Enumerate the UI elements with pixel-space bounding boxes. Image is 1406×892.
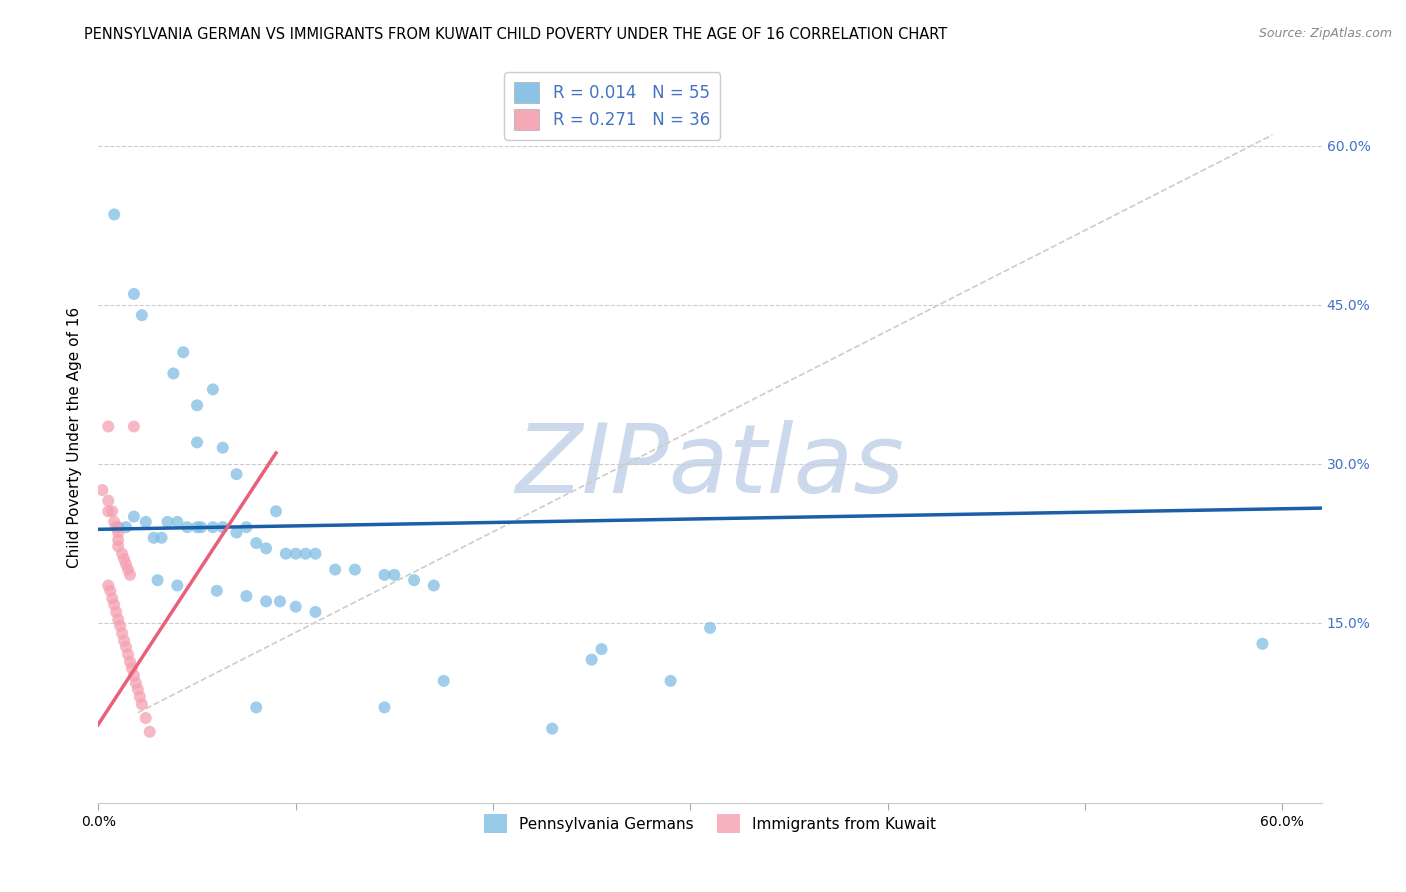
- Point: [245, 700, 267, 714]
- Y-axis label: Child Poverty Under the Age of 16: Child Poverty Under the Age of 16: [67, 307, 83, 567]
- Point: [382, 567, 405, 582]
- Point: [107, 612, 129, 626]
- Point: [101, 591, 124, 606]
- Point: [423, 578, 446, 592]
- Point: [201, 520, 224, 534]
- Point: [128, 690, 150, 704]
- Point: [117, 648, 139, 662]
- Point: [254, 594, 277, 608]
- Point: [112, 633, 135, 648]
- Point: [101, 504, 124, 518]
- Point: [1251, 637, 1274, 651]
- Point: [373, 567, 395, 582]
- Point: [108, 619, 131, 633]
- Point: [274, 547, 297, 561]
- Point: [111, 547, 134, 561]
- Point: [190, 520, 212, 534]
- Point: [117, 563, 139, 577]
- Point: [186, 435, 208, 450]
- Point: [245, 536, 267, 550]
- Point: [284, 599, 307, 614]
- Point: [433, 673, 456, 688]
- Point: [127, 682, 149, 697]
- Point: [97, 578, 120, 592]
- Point: [211, 520, 233, 534]
- Point: [131, 308, 153, 322]
- Point: [373, 700, 395, 714]
- Point: [162, 367, 184, 381]
- Legend: Pennsylvania Germans, Immigrants from Kuwait: Pennsylvania Germans, Immigrants from Ku…: [478, 808, 942, 839]
- Point: [105, 520, 128, 534]
- Point: [98, 583, 121, 598]
- Point: [699, 621, 721, 635]
- Point: [97, 419, 120, 434]
- Point: [343, 563, 366, 577]
- Point: [225, 467, 247, 482]
- Point: [118, 655, 141, 669]
- Point: [97, 493, 120, 508]
- Point: [138, 724, 160, 739]
- Point: [284, 547, 307, 561]
- Point: [103, 515, 125, 529]
- Point: [107, 539, 129, 553]
- Point: [115, 558, 138, 572]
- Point: [404, 573, 426, 587]
- Point: [125, 676, 148, 690]
- Point: [225, 525, 247, 540]
- Point: [172, 345, 194, 359]
- Point: [294, 547, 316, 561]
- Point: [304, 547, 326, 561]
- Point: [131, 697, 153, 711]
- Point: [264, 504, 287, 518]
- Point: [146, 573, 169, 587]
- Point: [107, 520, 129, 534]
- Point: [115, 520, 138, 534]
- Text: Source: ZipAtlas.com: Source: ZipAtlas.com: [1258, 27, 1392, 40]
- Text: ZIPatlas: ZIPatlas: [516, 420, 904, 513]
- Point: [211, 441, 233, 455]
- Point: [142, 531, 165, 545]
- Point: [235, 520, 257, 534]
- Point: [118, 567, 141, 582]
- Point: [121, 661, 143, 675]
- Point: [111, 626, 134, 640]
- Point: [166, 515, 188, 529]
- Point: [112, 552, 135, 566]
- Text: PENNSYLVANIA GERMAN VS IMMIGRANTS FROM KUWAIT CHILD POVERTY UNDER THE AGE OF 16 : PENNSYLVANIA GERMAN VS IMMIGRANTS FROM K…: [84, 27, 948, 42]
- Point: [166, 578, 188, 592]
- Point: [541, 722, 564, 736]
- Point: [107, 533, 129, 547]
- Point: [201, 383, 224, 397]
- Point: [659, 673, 682, 688]
- Point: [205, 583, 228, 598]
- Point: [176, 520, 198, 534]
- Point: [97, 504, 120, 518]
- Point: [186, 520, 208, 534]
- Point: [115, 640, 138, 654]
- Point: [105, 605, 128, 619]
- Point: [107, 525, 129, 540]
- Point: [135, 711, 157, 725]
- Point: [122, 509, 145, 524]
- Point: [122, 668, 145, 682]
- Point: [304, 605, 326, 619]
- Point: [103, 598, 125, 612]
- Point: [591, 642, 613, 657]
- Point: [122, 419, 145, 434]
- Point: [91, 483, 114, 497]
- Point: [156, 515, 179, 529]
- Point: [150, 531, 173, 545]
- Point: [581, 653, 603, 667]
- Point: [269, 594, 291, 608]
- Point: [135, 515, 157, 529]
- Point: [254, 541, 277, 556]
- Point: [323, 563, 346, 577]
- Point: [103, 207, 125, 221]
- Point: [186, 398, 208, 412]
- Point: [122, 287, 145, 301]
- Point: [235, 589, 257, 603]
